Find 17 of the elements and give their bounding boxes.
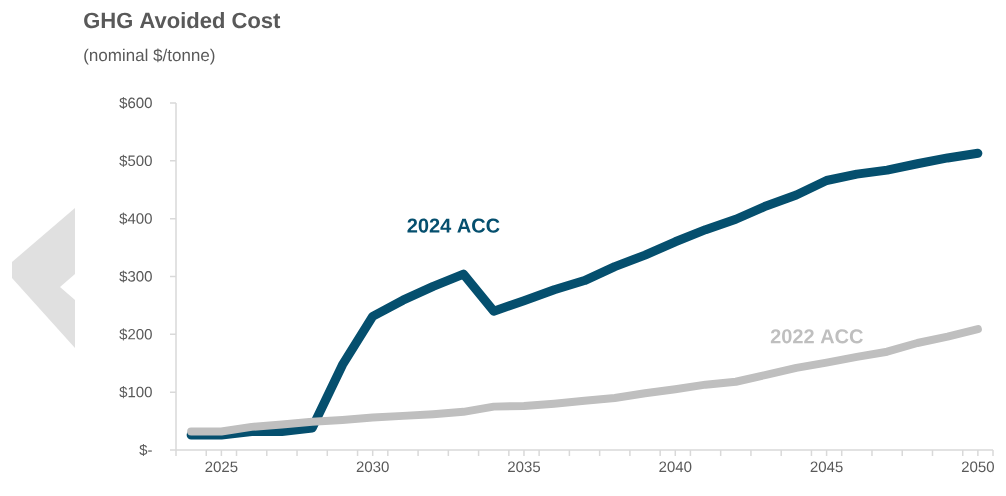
y-tick-label: $600 [119, 96, 152, 110]
x-tick-label: 2025 [205, 461, 238, 473]
y-tick-label: $300 [119, 270, 152, 283]
x-tick-label: 2050 [961, 461, 994, 473]
y-tick-label: $500 [119, 154, 152, 167]
y-tick-label: $- [139, 443, 152, 457]
y-tick-label: $100 [119, 386, 152, 399]
x-tick-label: 2035 [508, 461, 541, 473]
series-label: 2022 ACC [770, 329, 863, 344]
y-tick-label: $200 [119, 328, 152, 341]
x-tick-label: 2045 [810, 461, 843, 473]
chart-title: GHG Avoided Cost [84, 12, 281, 29]
x-tick-label: 2030 [356, 461, 389, 473]
y-tick-label: $400 [119, 212, 152, 225]
chart-subtitle: (nominal $/tonne) [84, 48, 215, 65]
text: 2024 ACC [407, 218, 500, 233]
x-tick-label: 2040 [659, 461, 692, 473]
